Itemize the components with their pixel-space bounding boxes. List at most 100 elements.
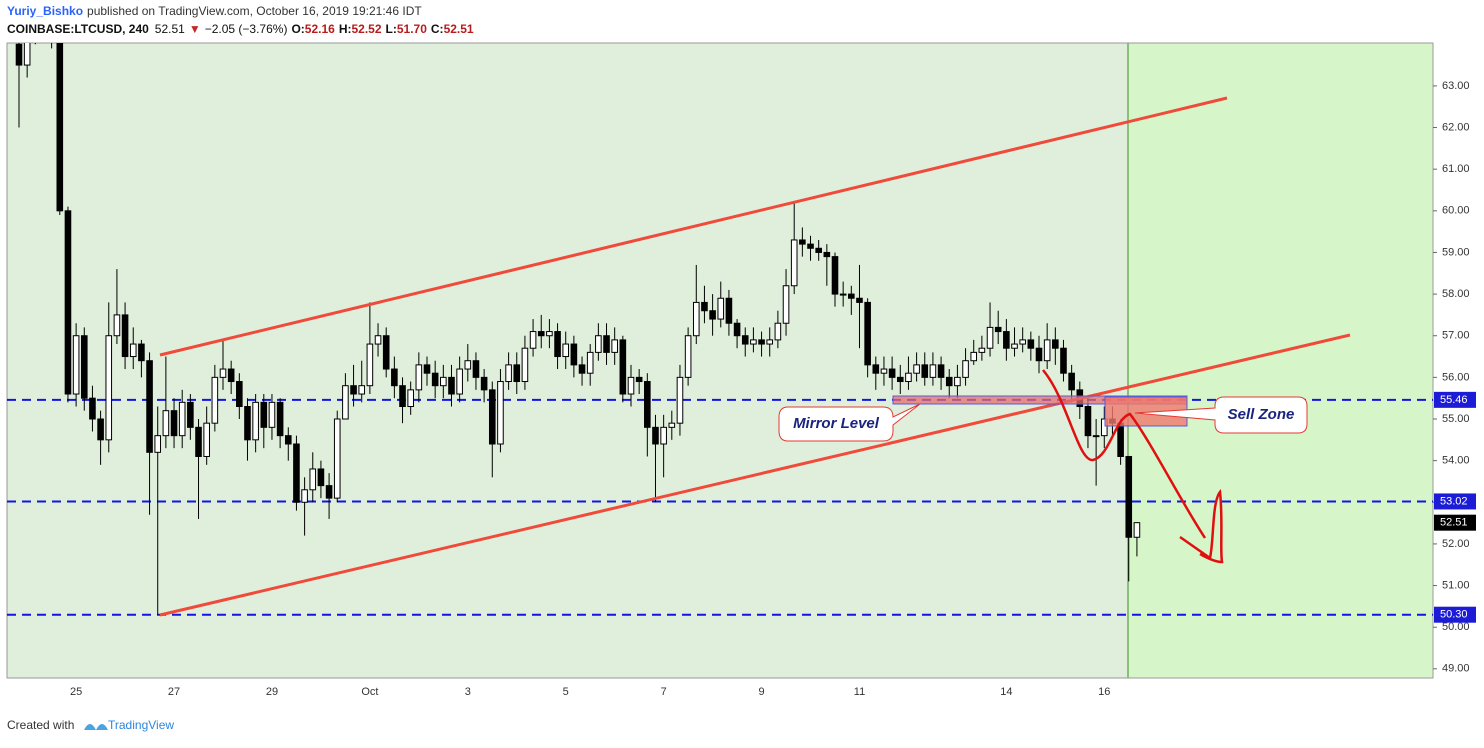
footer-brand[interactable]: TradingView: [108, 718, 174, 732]
candle-body: [521, 347, 529, 383]
candle-body: [766, 339, 774, 345]
candle-body: [170, 410, 178, 437]
candle-body: [945, 376, 953, 387]
ohlc-value: 52.16: [305, 22, 335, 36]
candle-body: [701, 301, 708, 312]
candle-body: [635, 376, 643, 383]
plot-background: [7, 43, 1128, 678]
candle-body: [978, 347, 986, 353]
y-tick-label: 60.00: [1442, 205, 1470, 217]
candle-body: [448, 376, 455, 395]
candle-body: [603, 335, 610, 353]
candle-body: [440, 376, 447, 387]
candle-body: [146, 360, 153, 453]
candle-body: [562, 343, 570, 358]
y-tick-label: 55.00: [1442, 413, 1470, 425]
x-tick-label: 3: [465, 686, 471, 698]
candle-body: [668, 422, 676, 428]
y-tick-label: 62.00: [1442, 121, 1470, 133]
candle-body: [799, 239, 806, 245]
candle-body: [921, 364, 929, 378]
y-tick-label: 52.00: [1442, 538, 1470, 550]
ohlc-label: H:: [339, 22, 352, 36]
candle-body: [154, 435, 162, 453]
x-tick-label: 11: [854, 686, 865, 698]
candle-body: [480, 376, 488, 391]
candle-body: [105, 335, 113, 441]
candle-body: [1117, 422, 1124, 457]
candle-body: [880, 368, 888, 374]
candle-body: [260, 401, 268, 428]
candle-body: [219, 368, 227, 378]
candle-body: [1027, 339, 1035, 349]
y-tick-label: 54.00: [1442, 455, 1470, 467]
candle-body: [839, 293, 847, 296]
y-tick-label: 63.00: [1442, 80, 1470, 92]
candle-body: [293, 443, 300, 503]
candle-body: [431, 372, 439, 387]
x-tick-label: 9: [758, 686, 764, 698]
candle-body: [195, 426, 202, 457]
candle-body: [554, 331, 561, 358]
change: −2.05 (−3.76%): [205, 22, 288, 36]
candle-body: [1060, 347, 1067, 374]
candle-body: [1068, 372, 1075, 391]
candle-body: [178, 401, 186, 437]
callout: [778, 403, 921, 442]
candle-body: [268, 401, 276, 428]
candle-body: [325, 485, 333, 499]
candle-body: [929, 364, 937, 378]
y-tick-label: 61.00: [1442, 163, 1470, 175]
candle-body: [611, 339, 618, 353]
candle-body: [113, 314, 121, 337]
last: 52.51: [155, 22, 185, 36]
ohlc-value: 52.52: [352, 22, 382, 36]
x-tick-label: Oct: [361, 686, 378, 698]
candle-body: [790, 239, 798, 287]
footer-created: Created with: [7, 718, 74, 732]
y-tick-label: 56.00: [1442, 371, 1470, 383]
candle-body: [644, 381, 651, 428]
candle-body: [350, 385, 357, 395]
header-line-2: COINBASE:LTCUSD, 240 52.51 ▼ −2.05 (−3.76%)…: [7, 22, 474, 36]
callout-text: Sell Zone: [1228, 406, 1295, 423]
candle-body: [570, 343, 578, 366]
candle-body: [399, 385, 406, 408]
published: published on TradingView.com, October 16…: [87, 4, 422, 18]
candle-body: [129, 343, 137, 358]
candle-body: [333, 418, 341, 499]
x-tick-label: 14: [1000, 686, 1012, 698]
candle-body: [717, 297, 725, 320]
candle-body: [1084, 406, 1092, 437]
candle-body: [954, 376, 961, 387]
candle-body: [187, 401, 194, 428]
candle-body: [358, 385, 366, 395]
candle-body: [1011, 343, 1018, 349]
candle-body: [407, 389, 414, 408]
candle-body: [423, 364, 431, 374]
candle-body: [203, 422, 210, 457]
arrow: ▼: [189, 22, 201, 36]
candle-body: [872, 364, 880, 374]
level-tag: [1434, 391, 1476, 408]
candle-body: [456, 368, 463, 395]
candle-body: [513, 364, 521, 383]
candle-body: [488, 389, 496, 445]
candle-body: [595, 335, 602, 353]
candle-body: [619, 339, 627, 395]
x-tick-label: 29: [266, 686, 278, 698]
candle-body: [244, 406, 251, 441]
candle-body: [1043, 339, 1051, 362]
candle-body: [586, 351, 594, 374]
candle-body: [89, 397, 96, 420]
candle-body: [1003, 331, 1010, 349]
candle-body: [284, 435, 292, 445]
candle-body: [301, 489, 308, 503]
candle-body: [15, 43, 23, 66]
candle-body: [807, 243, 814, 249]
marks: [7, 43, 1433, 616]
candle-body: [1125, 455, 1133, 538]
candle-body: [578, 364, 586, 374]
callout-text: Mirror Level: [793, 415, 880, 432]
candle-body: [1052, 339, 1059, 349]
